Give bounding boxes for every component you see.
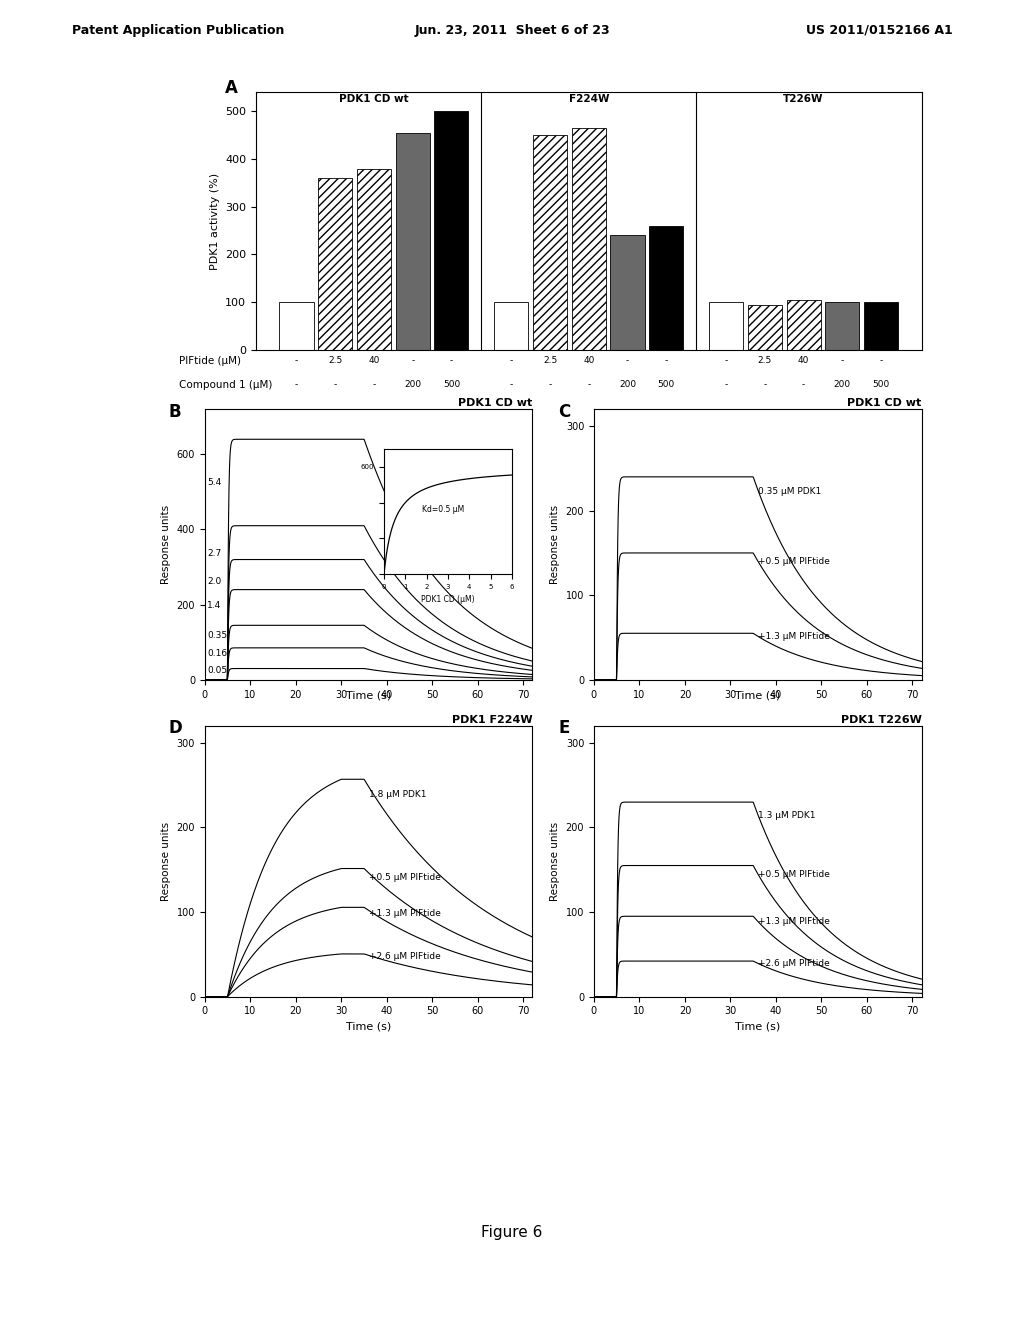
Text: +0.5 μM PIFtide: +0.5 μM PIFtide [758, 557, 829, 566]
Y-axis label: PDK1 activity (%): PDK1 activity (%) [210, 173, 219, 269]
Text: -: - [373, 380, 376, 389]
Text: -: - [510, 356, 513, 366]
Text: PDK1 CD wt: PDK1 CD wt [847, 399, 922, 408]
Text: Kd=0.5 μM: Kd=0.5 μM [422, 504, 465, 513]
Text: 0.35 μM PDK1: 0.35 μM PDK1 [758, 487, 821, 495]
Bar [649, 226, 683, 350]
Text: -: - [411, 356, 415, 366]
Bar [864, 302, 898, 350]
Text: +1.3 μM PIFtide: +1.3 μM PIFtide [758, 632, 829, 642]
Text: 2.5: 2.5 [328, 356, 342, 366]
Text: PIFtide (μM): PIFtide (μM) [179, 356, 242, 367]
Bar [280, 302, 313, 350]
Text: 40: 40 [798, 356, 809, 366]
Text: 2.5: 2.5 [758, 356, 772, 366]
Y-axis label: Response units: Response units [550, 506, 560, 583]
Bar [318, 178, 352, 350]
Text: Compound 1 (μM): Compound 1 (μM) [179, 380, 272, 391]
Text: -: - [802, 380, 805, 389]
Text: -: - [334, 380, 337, 389]
Bar [395, 133, 430, 350]
Text: -: - [725, 380, 728, 389]
Text: -: - [626, 356, 629, 366]
Text: +0.5 μM PIFtide: +0.5 μM PIFtide [369, 873, 440, 882]
Text: +1.3 μM PIFtide: +1.3 μM PIFtide [758, 917, 829, 927]
Text: 200: 200 [834, 380, 851, 389]
Text: T226W: T226W [783, 94, 824, 104]
Text: +1.3 μM PIFtide: +1.3 μM PIFtide [369, 909, 440, 919]
Text: 40: 40 [369, 356, 380, 366]
Text: 1.4: 1.4 [207, 602, 221, 610]
Text: PDK1 CD wt: PDK1 CD wt [458, 399, 532, 408]
Text: F224W: F224W [568, 94, 609, 104]
Text: 1.8 μM PDK1: 1.8 μM PDK1 [369, 789, 426, 799]
Text: US 2011/0152166 A1: US 2011/0152166 A1 [806, 24, 952, 37]
Y-axis label: Response units: Response units [161, 506, 171, 583]
Text: Jun. 23, 2011  Sheet 6 of 23: Jun. 23, 2011 Sheet 6 of 23 [414, 24, 610, 37]
Text: -: - [841, 356, 844, 366]
Text: 500: 500 [442, 380, 460, 389]
Text: Time (s): Time (s) [346, 690, 391, 701]
Text: A: A [225, 79, 239, 98]
Text: 500: 500 [872, 380, 890, 389]
Text: C: C [558, 403, 570, 421]
Text: 2.5: 2.5 [543, 356, 557, 366]
Text: 0.16: 0.16 [207, 649, 227, 659]
Bar [534, 136, 567, 350]
Text: E: E [558, 719, 569, 738]
Text: -: - [549, 380, 552, 389]
Text: PDK1 CD wt: PDK1 CD wt [339, 94, 409, 104]
Text: 2.7: 2.7 [207, 549, 221, 558]
Text: Figure 6: Figure 6 [481, 1225, 543, 1239]
Text: B: B [169, 403, 181, 421]
Bar [357, 169, 391, 350]
Bar [786, 300, 820, 350]
Text: 2.0: 2.0 [207, 577, 221, 586]
Text: 200: 200 [404, 380, 421, 389]
Text: -: - [450, 356, 453, 366]
X-axis label: Time (s): Time (s) [735, 1022, 780, 1032]
Text: 5.4: 5.4 [207, 478, 221, 487]
Bar [709, 302, 743, 350]
Text: 1.3 μM PDK1: 1.3 μM PDK1 [758, 812, 815, 820]
Y-axis label: Response units: Response units [161, 822, 171, 900]
Text: +2.6 μM PIFtide: +2.6 μM PIFtide [369, 953, 440, 961]
Text: Patent Application Publication: Patent Application Publication [72, 24, 284, 37]
Bar [610, 235, 644, 350]
Bar [495, 302, 528, 350]
Text: +2.6 μM PIFtide: +2.6 μM PIFtide [758, 960, 829, 968]
Text: 0.05: 0.05 [207, 667, 227, 675]
Text: -: - [725, 356, 728, 366]
Text: -: - [665, 356, 668, 366]
Text: -: - [295, 380, 298, 389]
Text: 0.35: 0.35 [207, 631, 227, 640]
Bar [825, 302, 859, 350]
Text: Time (s): Time (s) [735, 690, 780, 701]
Text: 200: 200 [618, 380, 636, 389]
Bar [434, 111, 469, 350]
Text: PDK1 F224W: PDK1 F224W [452, 715, 532, 725]
X-axis label: Time (s): Time (s) [346, 1022, 391, 1032]
Text: -: - [510, 380, 513, 389]
Text: -: - [587, 380, 591, 389]
Text: PDK1 T226W: PDK1 T226W [841, 715, 922, 725]
Text: +0.5 μM PIFtide: +0.5 μM PIFtide [758, 870, 829, 879]
Bar [748, 305, 782, 350]
Y-axis label: Response units: Response units [550, 822, 560, 900]
Text: D: D [169, 719, 182, 738]
X-axis label: PDK1 CD (μM): PDK1 CD (μM) [421, 595, 475, 605]
Text: 500: 500 [657, 380, 675, 389]
Text: -: - [763, 380, 767, 389]
Text: -: - [880, 356, 883, 366]
Bar [571, 128, 606, 350]
Text: 40: 40 [583, 356, 595, 366]
Text: -: - [295, 356, 298, 366]
